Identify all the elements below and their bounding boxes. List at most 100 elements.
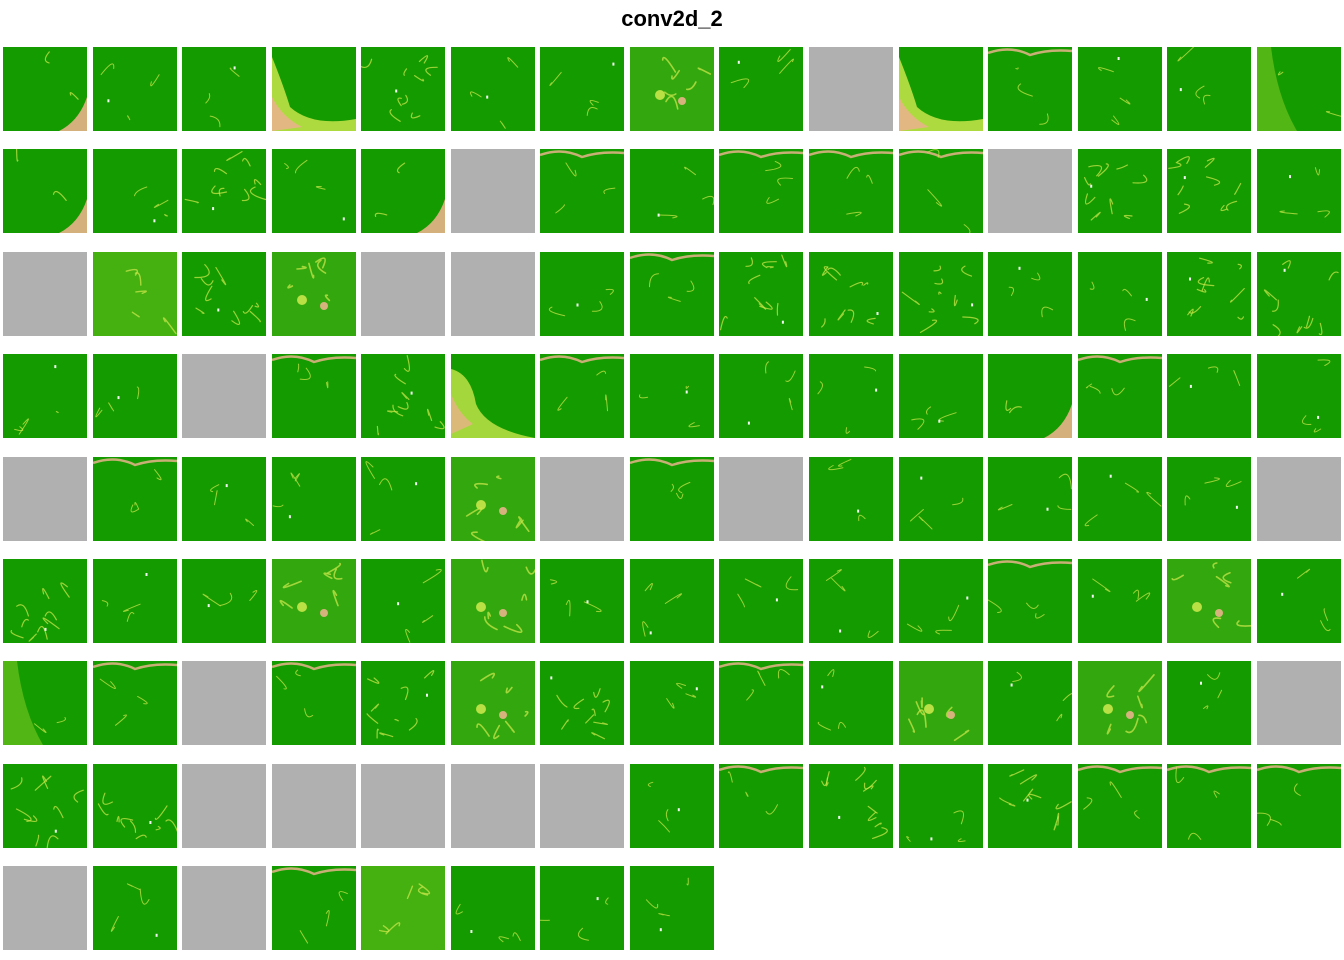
- feature-map: [540, 47, 624, 131]
- feature-map: [540, 661, 624, 745]
- feature-map-inactive: [1257, 661, 1341, 745]
- feature-map: [1078, 252, 1162, 336]
- feature-map: [809, 149, 893, 233]
- feature-map-inactive: [182, 764, 266, 848]
- feature-map: [1167, 47, 1251, 131]
- feature-map-inactive: [182, 866, 266, 950]
- feature-map: [182, 252, 266, 336]
- feature-map-inactive: [988, 149, 1072, 233]
- feature-map: [182, 47, 266, 131]
- feature-map: [809, 252, 893, 336]
- feature-map: [451, 866, 535, 950]
- feature-map-inactive: [361, 764, 445, 848]
- feature-map: [361, 661, 445, 745]
- feature-map: [3, 661, 87, 745]
- feature-map: [540, 149, 624, 233]
- feature-map: [451, 661, 535, 745]
- feature-map: [272, 866, 356, 950]
- feature-map-inactive: [1257, 457, 1341, 541]
- feature-map: [719, 149, 803, 233]
- feature-map: [988, 764, 1072, 848]
- feature-map-inactive: [540, 457, 624, 541]
- feature-map-inactive: [272, 764, 356, 848]
- feature-map: [182, 559, 266, 643]
- feature-map: [272, 661, 356, 745]
- figure-title: conv2d_2: [621, 6, 723, 31]
- feature-map: [809, 764, 893, 848]
- feature-map: [988, 559, 1072, 643]
- feature-map: [899, 764, 983, 848]
- feature-map: [1167, 252, 1251, 336]
- feature-map-inactive: [540, 764, 624, 848]
- feature-map: [899, 354, 983, 438]
- feature-map: [451, 47, 535, 131]
- feature-map: [272, 559, 356, 643]
- feature-map: [1257, 149, 1341, 233]
- feature-map: [630, 559, 714, 643]
- feature-map: [719, 559, 803, 643]
- feature-map-inactive: [451, 149, 535, 233]
- feature-map: [451, 354, 535, 438]
- feature-map-inactive: [361, 252, 445, 336]
- feature-map: [1257, 764, 1341, 848]
- feature-map: [630, 252, 714, 336]
- feature-map: [988, 252, 1072, 336]
- feature-map: [809, 559, 893, 643]
- feature-map: [899, 457, 983, 541]
- feature-map: [630, 47, 714, 131]
- feature-map: [988, 47, 1072, 131]
- feature-map-inactive: [719, 457, 803, 541]
- feature-map: [93, 354, 177, 438]
- feature-map: [3, 354, 87, 438]
- feature-map: [93, 661, 177, 745]
- feature-map-inactive: [809, 47, 893, 131]
- feature-map: [3, 47, 87, 131]
- feature-map-inactive: [182, 661, 266, 745]
- feature-map: [1167, 149, 1251, 233]
- feature-map: [630, 661, 714, 745]
- feature-map: [93, 764, 177, 848]
- feature-map: [1167, 457, 1251, 541]
- feature-map: [719, 764, 803, 848]
- feature-map: [451, 559, 535, 643]
- feature-map: [540, 559, 624, 643]
- feature-map: [899, 559, 983, 643]
- feature-map: [1078, 149, 1162, 233]
- feature-map: [182, 149, 266, 233]
- feature-map: [899, 252, 983, 336]
- feature-map: [272, 354, 356, 438]
- feature-map: [1078, 354, 1162, 438]
- feature-map: [1257, 252, 1341, 336]
- feature-map: [899, 47, 983, 131]
- feature-map: [1167, 661, 1251, 745]
- feature-map: [361, 354, 445, 438]
- feature-map: [988, 661, 1072, 745]
- feature-map: [3, 764, 87, 848]
- feature-map-inactive: [182, 354, 266, 438]
- feature-map: [988, 354, 1072, 438]
- feature-map: [1167, 354, 1251, 438]
- feature-map: [630, 764, 714, 848]
- feature-map: [809, 457, 893, 541]
- feature-map: [630, 354, 714, 438]
- feature-map: [540, 866, 624, 950]
- feature-map: [93, 457, 177, 541]
- feature-map: [182, 457, 266, 541]
- feature-map: [93, 866, 177, 950]
- feature-map: [3, 149, 87, 233]
- feature-map: [1078, 47, 1162, 131]
- feature-map: [899, 149, 983, 233]
- feature-map: [988, 457, 1072, 541]
- feature-map: [272, 457, 356, 541]
- feature-map: [1078, 764, 1162, 848]
- feature-map: [630, 457, 714, 541]
- feature-map: [1257, 354, 1341, 438]
- feature-map: [93, 252, 177, 336]
- feature-map: [361, 457, 445, 541]
- feature-map: [1257, 559, 1341, 643]
- feature-map: [93, 47, 177, 131]
- feature-map: [272, 149, 356, 233]
- feature-map: [361, 47, 445, 131]
- feature-map-inactive: [3, 252, 87, 336]
- feature-map-inactive: [451, 252, 535, 336]
